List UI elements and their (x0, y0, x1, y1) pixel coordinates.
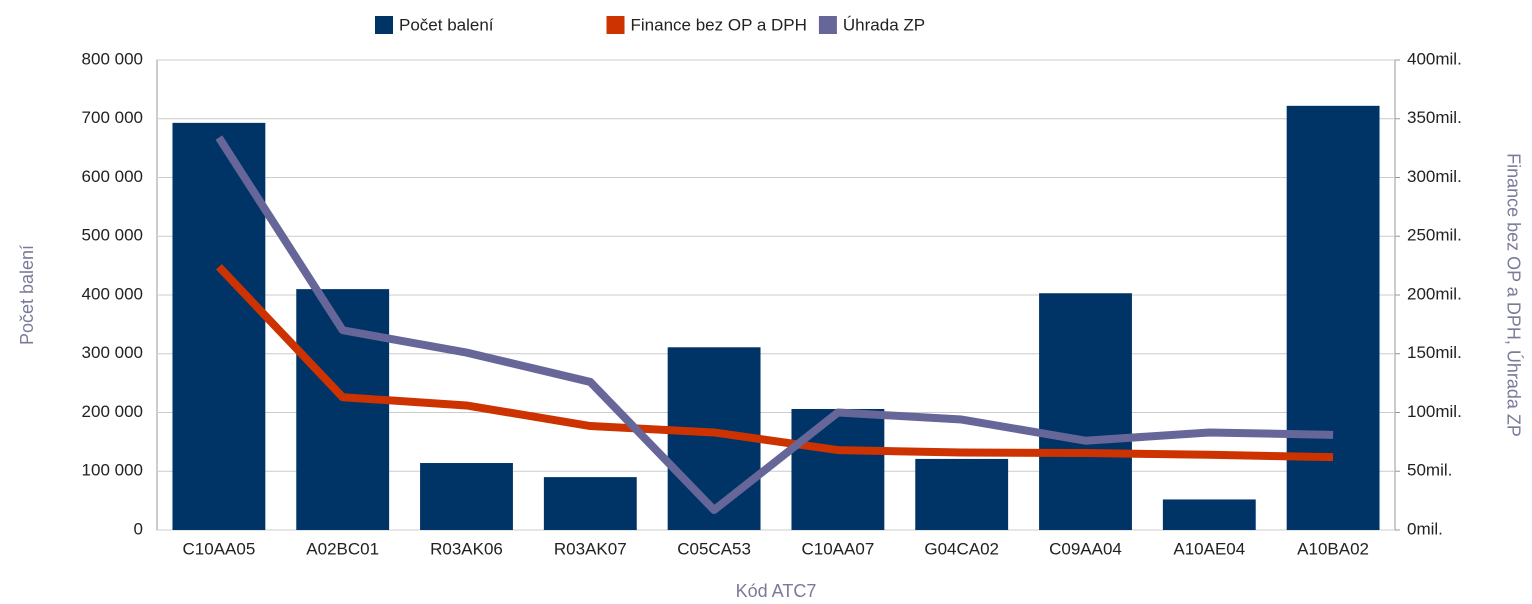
y-tick-label: 500 000 (82, 226, 143, 245)
bar (1039, 293, 1132, 530)
x-tick-label: C09AA04 (1049, 539, 1122, 558)
y-tick-label: 400 000 (82, 284, 143, 303)
x-tick-label: A02BC01 (306, 539, 379, 558)
legend-label: Úhrada ZP (843, 15, 925, 34)
x-tick-label: G04CA02 (924, 539, 999, 558)
bar (420, 463, 513, 530)
legend-label: Finance bez OP a DPH (631, 15, 807, 34)
y2-axis-title: Finance bez OP a DPH, Úhrada ZP (1503, 153, 1524, 437)
y-tick-label: 600 000 (82, 167, 143, 186)
line (215, 135, 1334, 515)
legend-label: Počet balení (399, 15, 494, 34)
bar (791, 408, 885, 530)
y2-tick-label: 300mil. (1407, 167, 1462, 186)
y2-tick-label: 100mil. (1407, 402, 1462, 421)
y2-tick-label: 200mil. (1407, 284, 1462, 303)
legend-swatch (606, 16, 625, 34)
x-tick-label: A10AE04 (1173, 539, 1245, 558)
bar (915, 458, 1009, 530)
line (215, 264, 1334, 462)
y2-tick-label: 150mil. (1407, 343, 1462, 362)
y2-tick-label: 50mil. (1407, 461, 1452, 480)
x-tick-label: A10BA02 (1297, 539, 1369, 558)
x-tick-label: C10AA05 (183, 539, 256, 558)
y2-tick-label: 400mil. (1407, 49, 1462, 68)
y2-tick-label: 0mil. (1407, 519, 1443, 538)
y-tick-label: 100 000 (82, 461, 143, 480)
x-axis-title: Kód ATC7 (736, 581, 817, 601)
x-tick-label: R03AK06 (430, 539, 503, 558)
y-tick-label: 200 000 (82, 402, 143, 421)
legend-swatch (375, 16, 393, 34)
bar (1286, 105, 1380, 530)
x-tick-label: R03AK07 (554, 539, 627, 558)
y-tick-label: 300 000 (82, 343, 143, 362)
legend-swatch (818, 16, 837, 34)
y-tick-label: 0 (134, 519, 143, 538)
y-tick-label: 800 000 (82, 49, 143, 68)
y-tick-label: 700 000 (82, 108, 143, 127)
bar (543, 477, 637, 530)
y2-tick-label: 250mil. (1407, 226, 1462, 245)
x-tick-label: C05CA53 (677, 539, 751, 558)
y2-tick-label: 350mil. (1407, 108, 1462, 127)
bar (1162, 499, 1256, 530)
y-axis-title: Počet balení (17, 245, 37, 345)
x-tick-label: C10AA07 (802, 539, 875, 558)
